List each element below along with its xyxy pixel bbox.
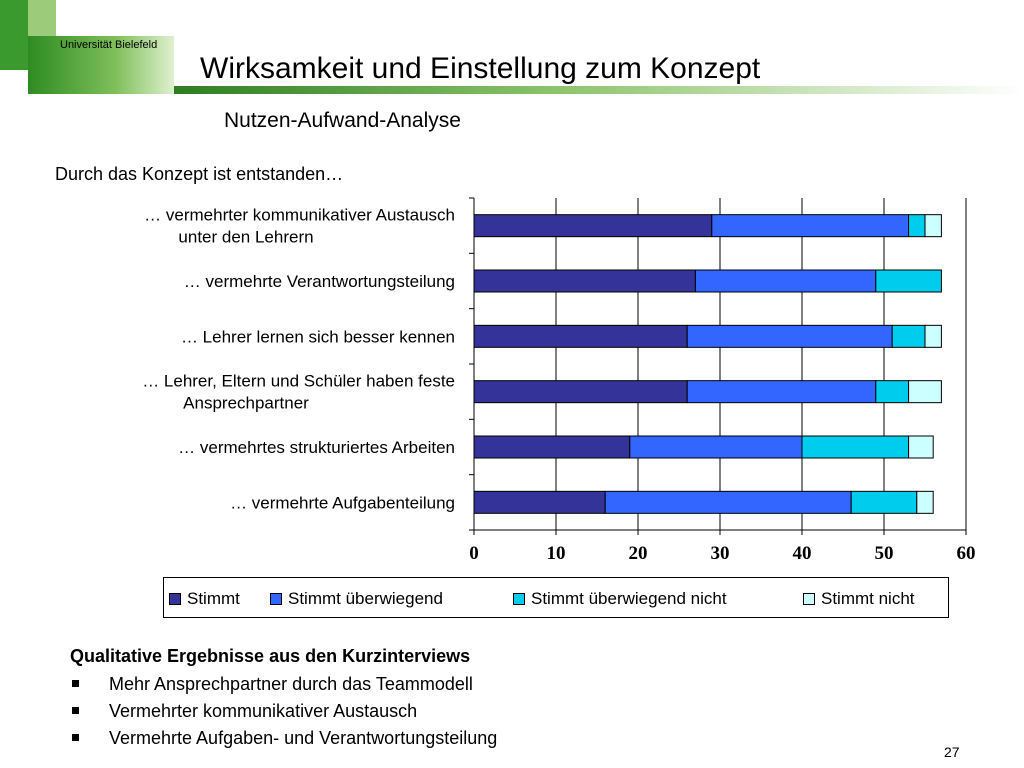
university-name: Universität Bielefeld [60,39,158,51]
bar-segment-3 [875,380,910,404]
x-tick-label: 60 [957,543,976,564]
bar-segment-4 [908,435,934,459]
legend-swatch [803,593,815,605]
chart-legend: Stimmt Stimmt überwiegend Stimmt überwie… [163,577,949,618]
legend-swatch [270,593,282,605]
legend-label: Stimmt [187,589,240,608]
legend-label: Stimmt überwiegend nicht [531,589,727,608]
bar-segment-1 [473,214,713,238]
legend-item-stimmt-ueberwiegend: Stimmt überwiegend [270,589,443,609]
bullet-square-icon [72,679,79,687]
x-tick-label: 20 [629,543,648,564]
x-tick-label: 0 [469,543,479,564]
category-label: … vermehrte Verantwortungsteilung [184,272,455,291]
bullet-text: Mehr Ansprechpartner durch das Teammodel… [109,674,473,694]
bar-segment-3 [908,214,926,238]
bullet-text: Vermehrte Aufgaben- und Verantwortungste… [109,728,498,748]
bar-segment-3 [850,490,918,514]
qualitative-heading: Qualitative Ergebnisse aus den Kurzinter… [70,646,471,666]
bar-segment-1 [473,435,631,459]
bar-segment-1 [473,269,696,293]
university-logo-box [28,36,174,94]
bar-segment-1 [473,324,688,348]
bar-segment-4 [924,214,942,238]
header-decoration-bar-light [28,0,56,36]
bar-segment-3 [875,269,942,293]
bar-segment-1 [473,490,606,514]
x-tick-label: 10 [547,543,566,564]
category-label: … Lehrer, Eltern und Schüler haben feste [142,372,455,391]
category-label: unter den Lehrern [178,228,313,247]
bullet-item: Vermehrter kommunikativer Austausch [72,701,417,722]
category-label: … vermehrter kommunikativer Austausch [144,206,455,225]
x-tick-label: 50 [875,543,894,564]
bar-segment-2 [686,380,877,404]
legend-swatch [169,593,181,605]
bar-segment-1 [473,380,688,404]
bar-segment-2 [604,490,852,514]
x-tick-label: 30 [711,543,730,564]
bar-segment-3 [801,435,910,459]
page-number: 27 [944,744,960,760]
legend-item-stimmt: Stimmt [169,589,240,609]
bar-segment-4 [924,324,942,348]
bullet-square-icon [72,706,79,714]
bar-segment-2 [686,324,893,348]
stacked-bar-chart: 0 10 20 30 40 50 60 … vermehrter kommunikativer… [142,197,976,564]
category-label: … vermehrtes strukturiertes Arbeiten [178,438,455,457]
bar-segment-4 [916,490,934,514]
bar-segment-4 [908,380,942,404]
legend-label: Stimmt überwiegend [288,589,443,608]
legend-item-stimmt-ueberwiegend-nicht: Stimmt überwiegend nicht [513,589,727,609]
bar-segment-3 [891,324,926,348]
category-label: Ansprechpartner [183,394,309,413]
category-label: … vermehrte Aufgabenteilung [230,493,455,512]
bullet-item: Vermehrte Aufgaben- und Verantwortungste… [72,728,497,749]
bullet-square-icon [72,733,79,741]
category-label: … Lehrer lernen sich besser kennen [181,327,455,346]
legend-swatch [513,593,525,605]
bullet-item: Mehr Ansprechpartner durch das Teammodel… [72,674,473,695]
bar-segment-2 [711,214,910,238]
legend-label: Stimmt nicht [821,589,915,608]
chart-caption: Durch das Konzept ist entstanden… [55,164,344,184]
bar-segment-2 [694,269,877,293]
slide-title: Wirksamkeit und Einstellung zum Konzept [200,52,761,85]
x-tick-label: 40 [793,543,812,564]
header-divider-line [174,86,1024,94]
slide-subtitle: Nutzen-Aufwand-Analyse [224,109,461,132]
bar-segment-2 [629,435,803,459]
legend-item-stimmt-nicht: Stimmt nicht [803,589,915,609]
bullet-text: Vermehrter kommunikativer Austausch [109,701,418,721]
header-decoration-bar [0,0,28,70]
